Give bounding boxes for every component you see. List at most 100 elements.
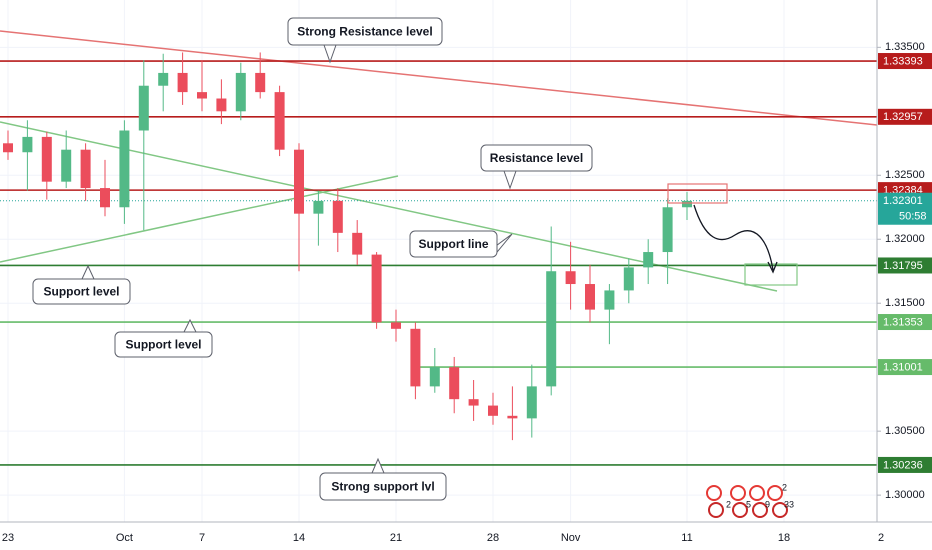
level-tag (878, 53, 932, 70)
candle-body (177, 72, 188, 93)
candle-body (565, 271, 576, 285)
event-icon (772, 502, 788, 518)
candle-body (643, 252, 654, 268)
axes: 1.33500 1.32500 1.32000 1.31500 1.30500 1.300… (2, 41, 932, 544)
y-tick-label: 1.31500 (885, 297, 925, 309)
candle-body (274, 92, 285, 150)
y-tick-label: 1.32500 (885, 169, 925, 181)
callout-text: Strong Resistance level (297, 25, 432, 39)
level-label: 1.31001 (883, 361, 923, 373)
target-box (667, 183, 728, 204)
callout-box (319, 472, 447, 501)
level-label: 1.31353 (883, 316, 923, 328)
candle-body (682, 200, 692, 208)
annotations: Strong Resistance level Resistance level S… (32, 17, 794, 518)
callout-box (32, 278, 131, 305)
x-tick-label: Nov (561, 532, 581, 544)
x-tick-label: 23 (2, 532, 14, 544)
level-tag (878, 257, 932, 274)
candle-body (585, 284, 595, 310)
candle-body (22, 136, 33, 153)
candle-body (546, 271, 557, 387)
candle-body (526, 386, 537, 419)
current-price-tag (878, 192, 932, 225)
x-tick-label: 11 (681, 532, 692, 544)
x-tick-label: 14 (293, 532, 305, 544)
callout-text: Support line (419, 237, 489, 251)
candle-body (429, 367, 440, 387)
arrow-head (767, 261, 778, 274)
level-tag (878, 456, 932, 473)
callout-pointer (371, 457, 385, 474)
level-tag (878, 359, 932, 376)
callout-box (409, 230, 498, 258)
candle-body (352, 232, 363, 255)
level-label: 1.33393 (883, 55, 923, 67)
candle-body (662, 207, 673, 253)
event-count: 2 (726, 499, 731, 509)
candles (3, 52, 692, 441)
candle-body (488, 405, 498, 416)
event-icon (706, 485, 722, 501)
callout-box (480, 144, 593, 172)
candle-body (41, 136, 52, 182)
callout-text: Support level (125, 338, 201, 352)
x-tick-label: 28 (487, 532, 499, 544)
countdown: 50:58 (899, 211, 927, 223)
callout-pointer (503, 170, 517, 190)
event-count: 33 (784, 499, 794, 509)
candle-body (100, 188, 110, 208)
level-tag (878, 314, 932, 331)
resistance-trendline (0, 30, 878, 126)
callout-text: Strong support lvl (331, 480, 434, 494)
candle-body (158, 72, 169, 86)
candle-body (371, 254, 382, 323)
candle-body (449, 367, 460, 400)
y-tick-label: 1.30000 (885, 489, 925, 501)
callout-pointer (81, 264, 95, 280)
event-icon (730, 485, 746, 501)
event-count: 9 (765, 499, 770, 509)
callout-box (114, 331, 213, 358)
event-count: 2 (782, 482, 787, 492)
level-tag (878, 108, 932, 125)
candle-body (294, 149, 304, 214)
callout-text: Support level (43, 285, 119, 299)
current-price-label: 1.32301 (883, 195, 923, 207)
candle-body (623, 267, 634, 291)
candle-body (80, 149, 91, 189)
event-icon (708, 502, 724, 518)
candle-body (391, 322, 401, 329)
event-icon (752, 502, 768, 518)
x-tick-label: 21 (390, 532, 402, 544)
projection-arrow (693, 204, 774, 271)
level-label: 1.30236 (883, 459, 923, 471)
x-tick-label: 2 (878, 532, 884, 544)
target-box (744, 263, 798, 286)
candle-body (507, 415, 518, 419)
candle-body (468, 399, 479, 406)
y-tick-label: 1.30500 (885, 425, 925, 437)
candle-body (255, 72, 266, 93)
y-tick-label: 1.33500 (885, 41, 925, 53)
x-tick-label: Oct (116, 532, 133, 544)
candle-body (216, 98, 227, 112)
callout-pointer (183, 318, 197, 333)
event-icon (749, 485, 765, 501)
candle-body (138, 85, 149, 131)
candle-body (3, 143, 13, 153)
candle-body (119, 130, 130, 208)
x-tick-label: 18 (778, 532, 790, 544)
candle-body (604, 290, 615, 310)
candle-body (61, 149, 72, 182)
x-tick-label: 7 (199, 532, 205, 544)
y-tick-label: 1.32000 (885, 233, 925, 245)
candle-body (313, 200, 324, 214)
callout-pointer (323, 44, 337, 64)
candle-body (410, 328, 421, 387)
callout-text: Resistance level (490, 151, 583, 165)
level-label: 1.31795 (883, 260, 923, 272)
candle-body (197, 92, 207, 99)
